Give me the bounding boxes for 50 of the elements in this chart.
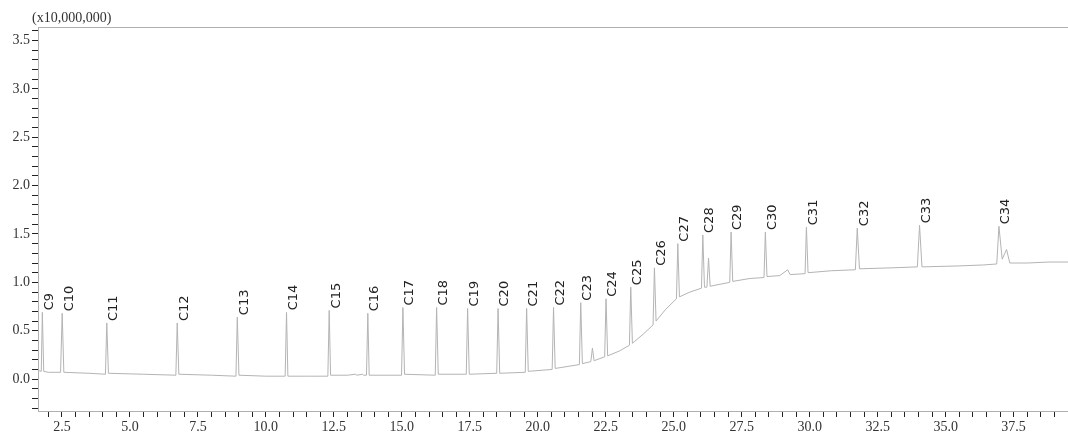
x-tick-label: 30.0 (797, 419, 822, 435)
annotation: C27 (676, 216, 692, 242)
annotation: C33 (917, 197, 933, 224)
annotation: C11 (105, 295, 121, 321)
y-tick-label: 3.5 (12, 32, 30, 48)
x-tick-label: 22.5 (593, 419, 618, 435)
x-tick-label: 2.5 (53, 419, 71, 435)
y-tick-label: 2.0 (12, 177, 30, 193)
annotation: C20 (496, 280, 512, 307)
annotation: C10 (60, 285, 76, 312)
annotation: C18 (435, 279, 450, 306)
annotation: C9 (40, 292, 56, 311)
annotation: C26 (652, 240, 668, 266)
annotation: C14 (284, 284, 300, 311)
y-tick-label: 2.5 (12, 128, 30, 144)
y-axis-title: (x10,000,000) (32, 9, 112, 26)
x-tick-label: 5.0 (121, 419, 139, 435)
y-tick-label: 0.0 (12, 370, 30, 386)
y-tick-label: 1.5 (12, 225, 30, 241)
annotation: C16 (366, 285, 382, 312)
x-tick-label: 37.5 (1001, 419, 1026, 435)
x-tick-label: 17.5 (457, 419, 483, 435)
annotation: C19 (465, 280, 481, 307)
annotation: C24 (604, 271, 620, 297)
x-tick-label: 20.0 (525, 419, 551, 435)
y-tick-label: 3.0 (12, 80, 30, 96)
annotation: C15 (327, 282, 343, 309)
annotation: C29 (729, 204, 745, 231)
annotation: C21 (525, 280, 540, 307)
y-tick-label: 1.0 (12, 274, 30, 290)
x-tick-label: 12.5 (321, 419, 347, 435)
annotation: C23 (579, 275, 595, 301)
x-tick-label: 7.5 (189, 419, 207, 435)
annotation: C13 (235, 289, 251, 316)
x-tick-label: 35.0 (933, 419, 958, 435)
annotation: C17 (401, 279, 417, 306)
y-tick-label: 0.5 (12, 322, 30, 338)
x-tick-label: 15.0 (389, 419, 415, 435)
annotation: C12 (175, 295, 191, 321)
x-tick-label: 27.5 (729, 419, 754, 435)
annotation: C25 (629, 259, 645, 286)
annotation: C22 (551, 279, 567, 306)
annotation: C32 (855, 200, 871, 227)
annotation: C31 (804, 199, 820, 226)
x-tick-label: 10.0 (253, 419, 279, 435)
annotation: C30 (763, 204, 779, 231)
x-tick-label: 32.5 (865, 419, 890, 435)
annotation: C28 (701, 207, 717, 233)
annotation: C34 (997, 198, 1013, 225)
x-tick-label: 25.0 (661, 419, 686, 435)
